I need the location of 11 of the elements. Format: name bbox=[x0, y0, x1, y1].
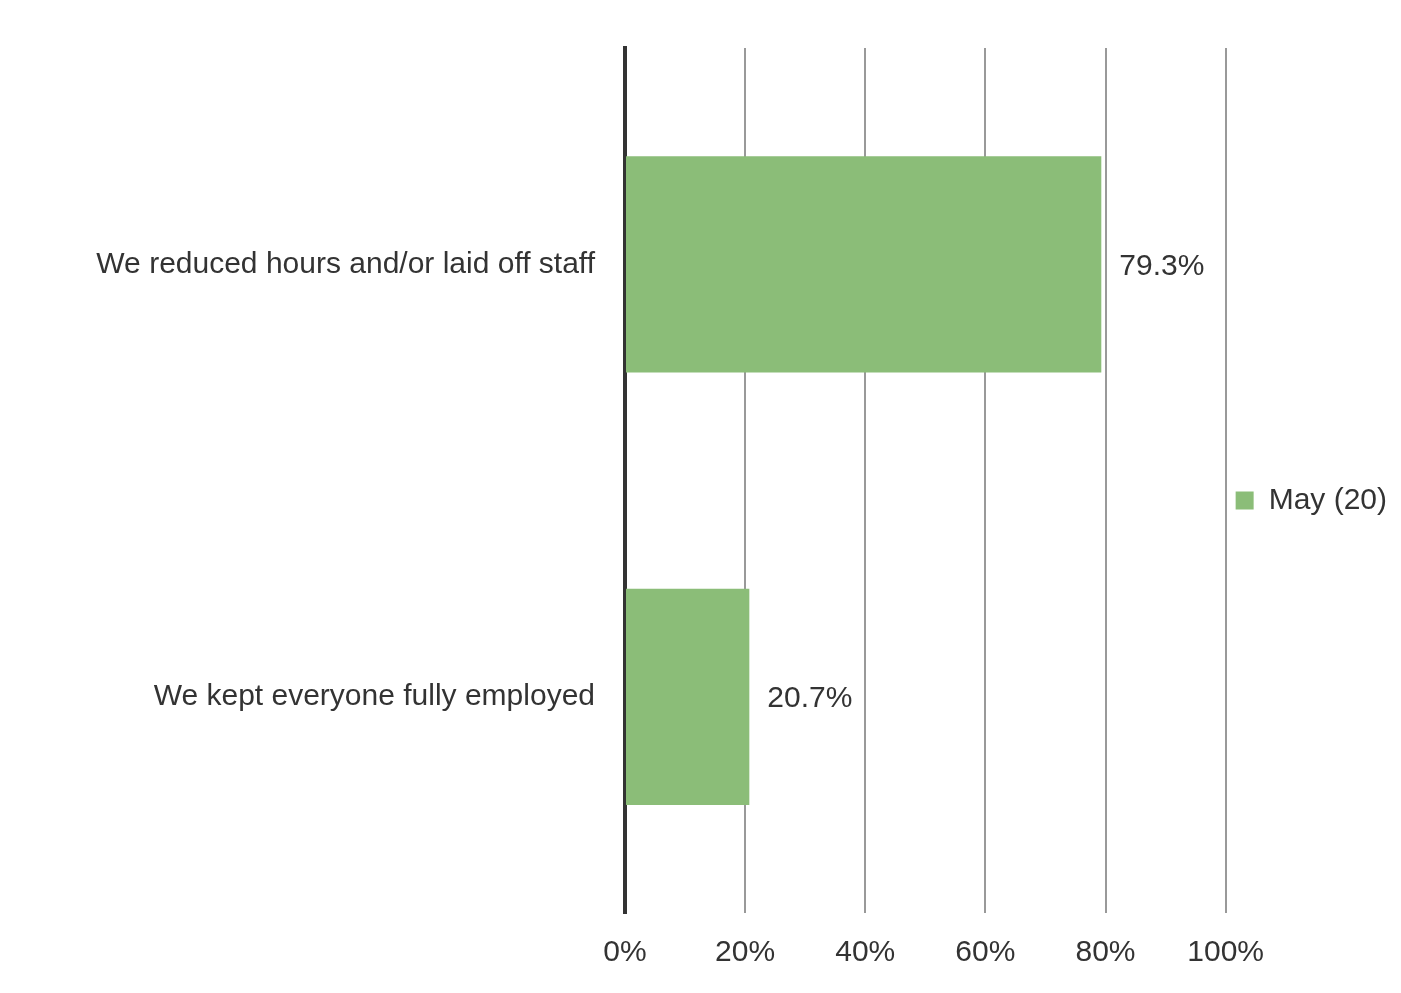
x-tick-label: 80% bbox=[1075, 934, 1136, 968]
y-tick-label: We reduced hours and/or laid off staff bbox=[96, 245, 596, 279]
y-tick-label: We kept everyone fully employed bbox=[153, 678, 595, 712]
legend-label: May (20) bbox=[1268, 481, 1387, 515]
x-tick-label: 100% bbox=[1187, 934, 1265, 968]
x-tick-label: 60% bbox=[955, 934, 1016, 968]
x-tick-label: 40% bbox=[835, 934, 896, 968]
data-label: 79.3% bbox=[1119, 247, 1205, 281]
data-label: 20.7% bbox=[767, 680, 853, 714]
x-tick-label: 20% bbox=[715, 934, 776, 968]
x-tick-label: 0% bbox=[603, 934, 647, 968]
